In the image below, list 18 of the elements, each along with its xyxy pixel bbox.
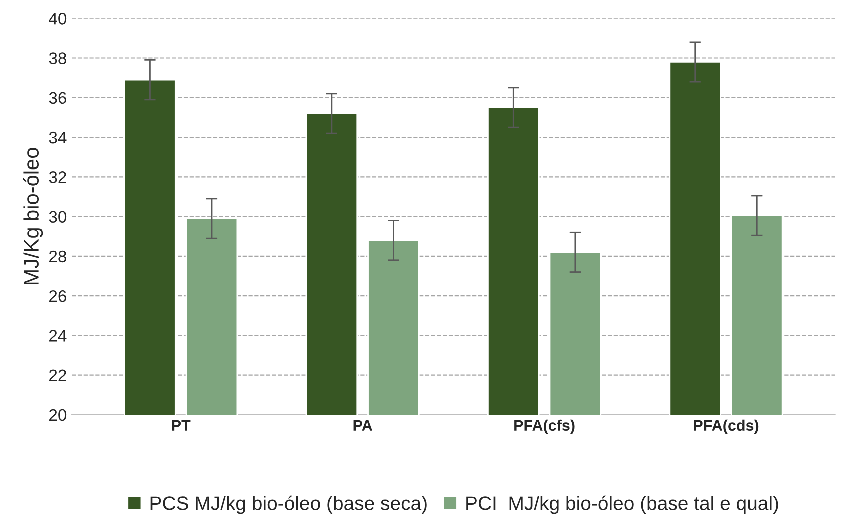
x-tick-label: PA <box>354 420 372 431</box>
y-tick-label: 34 <box>49 132 67 144</box>
y-tick-label: 32 <box>49 172 66 184</box>
y-axis-title: MJ/Kg bio-óleo <box>23 148 44 285</box>
y-tick-label: 22 <box>50 370 66 382</box>
legend-label: PCI MJ/kg bio-óleo (base tal e qual) <box>466 496 778 514</box>
x-tick-label: PFA(cds) <box>694 420 759 434</box>
y-tick-label: 26 <box>50 290 66 302</box>
y-tick-label: 40 <box>49 13 67 25</box>
y-tick-label: 20 <box>50 409 67 422</box>
y-tick-label: 30 <box>49 211 67 223</box>
y-tick-label: 24 <box>50 330 67 342</box>
y-tick-label: 28 <box>50 250 66 263</box>
x-tick-label: PFA(cfs) <box>514 420 575 434</box>
x-tick-label: PT <box>172 420 191 431</box>
legend-label: PCS MJ/kg bio-óleo (base seca) <box>150 496 427 514</box>
y-tick-label: 38 <box>49 52 66 64</box>
y-tick-label: 36 <box>49 92 66 104</box>
